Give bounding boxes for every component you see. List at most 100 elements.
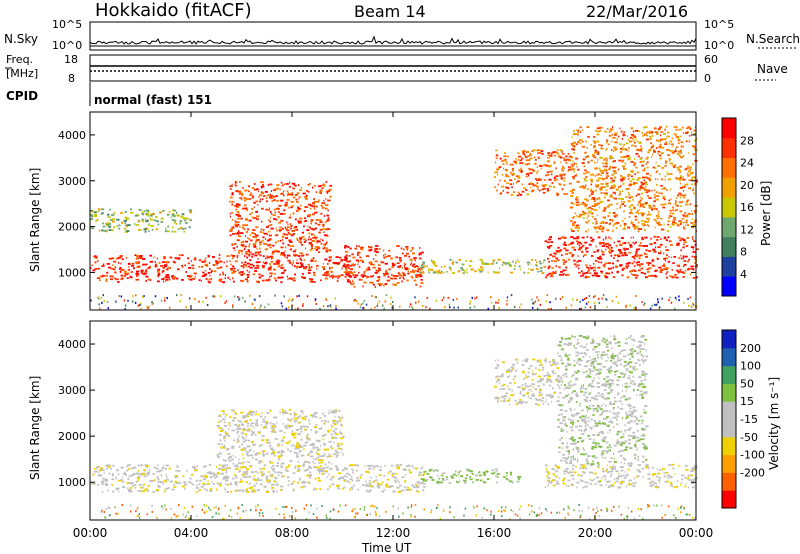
power-echo-2 [392, 264, 396, 267]
power-echo-7 [682, 194, 687, 197]
power-echo-2 [346, 278, 350, 281]
power-echo-3 [120, 212, 123, 214]
velocity-echo-0 [256, 479, 259, 482]
power-echo-6 [552, 255, 556, 258]
power-echo-1 [287, 193, 291, 196]
velocity-echo-3 [597, 465, 599, 467]
power-echo-7 [675, 196, 678, 199]
power-echo-0 [230, 269, 233, 272]
power-echo-6 [557, 246, 560, 249]
power-echo-6 [682, 238, 685, 240]
velocity-echo-1 [310, 429, 313, 431]
power-echo-0 [294, 273, 296, 276]
power-echo-0 [170, 267, 172, 269]
power-echo-1 [320, 242, 323, 245]
power-echo-6 [683, 241, 687, 244]
power-echo-1 [280, 181, 283, 184]
velocity-echo-1 [240, 411, 244, 414]
power-echo-1 [303, 241, 306, 243]
power-echo-6 [619, 264, 622, 267]
power-echo-0 [161, 278, 165, 281]
velocity-echo-0 [317, 468, 320, 471]
power-echo-7 [662, 138, 665, 141]
velocity-echo-0 [235, 463, 238, 466]
power-echo-7 [666, 149, 670, 151]
power-echo-1 [299, 217, 303, 220]
power-echo-2 [396, 282, 400, 284]
power-echo-0 [302, 262, 304, 265]
power-echo-7 [693, 129, 697, 132]
velocity-echo-0 [420, 474, 422, 476]
velocity-echo-0 [292, 472, 296, 475]
power-echo-1 [278, 207, 280, 210]
power-echo-5 [522, 153, 525, 155]
velocity-echo-0 [423, 473, 426, 475]
velocity-echo-2 [506, 474, 508, 477]
power-speckle [370, 307, 372, 310]
power-echo-5 [540, 150, 544, 152]
velocity-echo-0 [203, 465, 206, 468]
power-echo-2 [395, 256, 399, 259]
power-echo-0 [164, 265, 168, 268]
power-echo-1 [267, 225, 270, 227]
velocity-echo-0 [125, 474, 127, 477]
power-echo-2 [372, 266, 376, 269]
velocity-echo-0 [211, 481, 213, 484]
power-echo-2 [351, 253, 354, 256]
power-echo-7 [660, 152, 664, 154]
velocity-echo-0 [321, 472, 324, 475]
power-echo-7 [637, 177, 641, 179]
power-echo-5 [495, 157, 498, 160]
velocity-echo-0 [107, 466, 110, 468]
power-echo-5 [538, 178, 542, 181]
power-speckle [435, 299, 437, 302]
power-echo-6 [654, 269, 658, 272]
power-echo-6 [629, 244, 633, 246]
velocity-echo-1 [340, 437, 344, 440]
velocity-echo-0 [128, 490, 132, 493]
power-echo-2 [344, 266, 347, 269]
power-echo-1 [295, 198, 298, 201]
power-echo-7 [694, 221, 697, 224]
velocity-echo-1 [294, 452, 298, 454]
power-echo-1 [326, 228, 331, 230]
power-echo-7 [661, 138, 664, 140]
power-echo-1 [322, 247, 325, 250]
power-echo-7 [659, 138, 663, 141]
power-echo-7 [664, 175, 666, 178]
velocity-echo-1 [337, 421, 339, 424]
power-echo-7 [571, 188, 575, 191]
power-echo-7 [632, 134, 636, 137]
power-echo-1 [241, 194, 244, 197]
power-echo-6 [653, 250, 655, 253]
power-echo-7 [569, 206, 573, 209]
power-speckle [123, 299, 126, 302]
power-echo-7 [640, 196, 642, 199]
velocity-echo-1 [272, 429, 275, 432]
power-speckle [376, 305, 378, 308]
power-echo-2 [384, 255, 388, 258]
power-echo-7 [622, 182, 625, 185]
power-echo-4 [434, 264, 437, 267]
velocity-echo-1 [330, 411, 334, 414]
power-echo-7 [623, 210, 625, 213]
power-echo-0 [219, 273, 221, 276]
power-echo-6 [577, 255, 579, 257]
power-echo-7 [602, 162, 605, 165]
power-echo-6 [615, 266, 618, 268]
power-echo-7 [664, 143, 668, 145]
velocity-echo-2 [442, 472, 446, 475]
power-echo-2 [393, 277, 397, 280]
power-echo-7 [639, 149, 642, 152]
power-echo-6 [586, 276, 590, 278]
velocity-echo-1 [234, 417, 237, 419]
power-echo-2 [365, 255, 370, 257]
power-echo-6 [577, 241, 582, 244]
velocity-echo-3 [557, 467, 561, 469]
power-echo-0 [164, 261, 167, 263]
power-echo-1 [239, 181, 241, 183]
velocity-echo-0 [195, 491, 197, 494]
power-echo-4 [452, 263, 454, 266]
power-echo-0 [325, 270, 329, 273]
power-echo-7 [656, 215, 658, 217]
